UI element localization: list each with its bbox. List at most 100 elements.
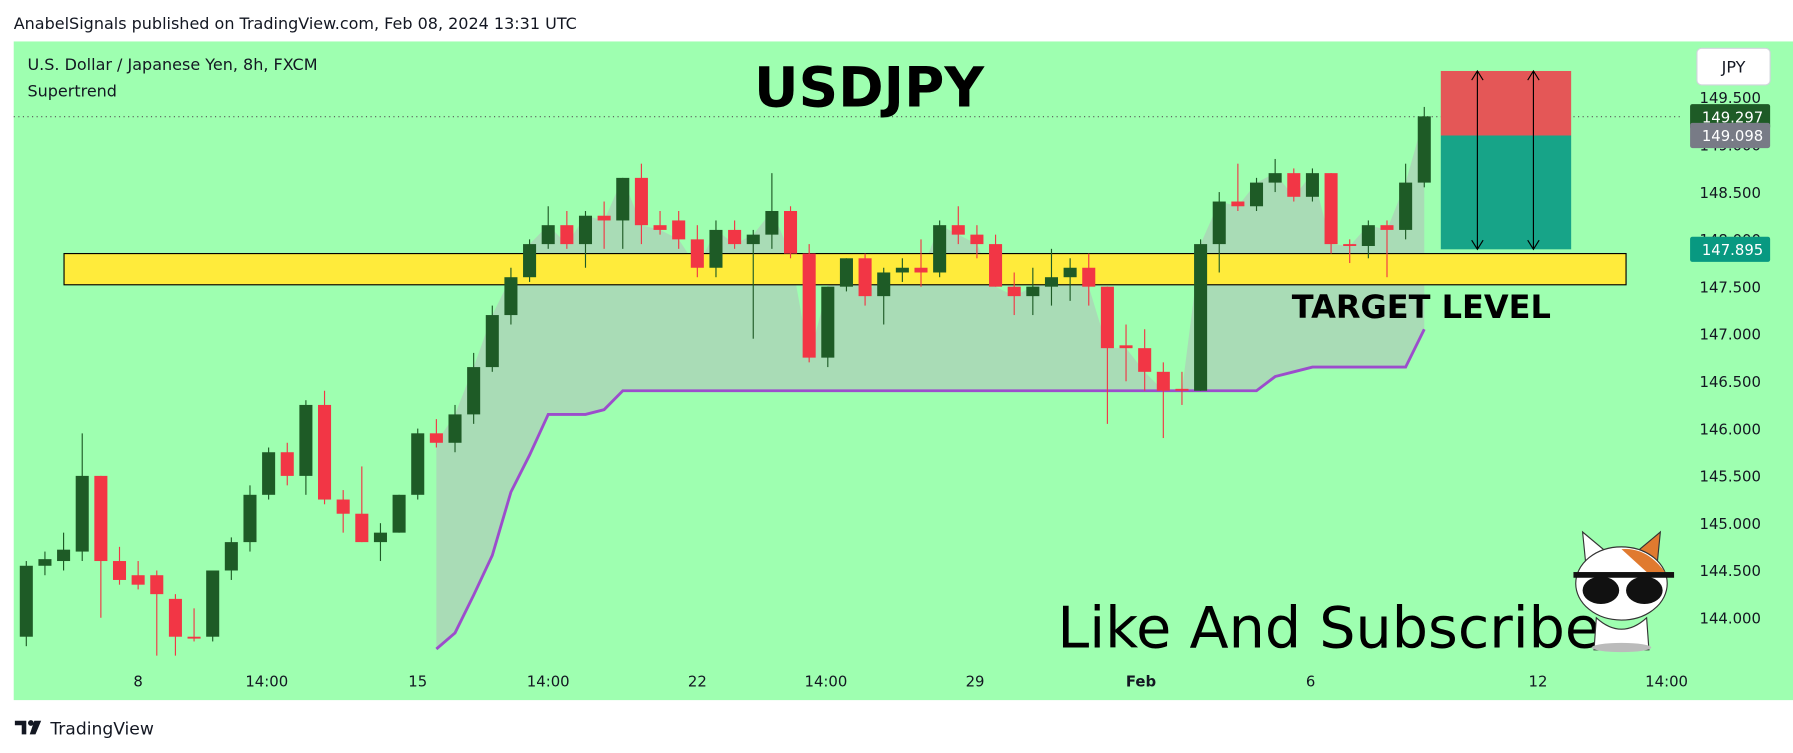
x-tick-label: 14:00: [527, 672, 570, 690]
candle-body: [746, 234, 760, 245]
candle-body: [1007, 286, 1021, 297]
y-tick-label: 144.500: [1700, 562, 1761, 580]
candle-body: [858, 258, 872, 297]
candle-body: [597, 215, 611, 221]
x-tick-label: 6: [1306, 672, 1315, 690]
candle-body: [485, 315, 499, 368]
candle-body: [970, 234, 984, 245]
candle-body: [57, 549, 71, 562]
candle-body: [1417, 116, 1431, 183]
candle-body: [1380, 225, 1394, 230]
candle-body: [355, 513, 369, 543]
y-tick-label: 146.500: [1700, 373, 1761, 391]
candle-body: [821, 286, 835, 358]
price-label-box: [1690, 236, 1771, 262]
candle-body: [373, 532, 387, 543]
candle-body: [560, 225, 574, 245]
candle-body: [1343, 244, 1357, 246]
candle-body: [1119, 345, 1133, 349]
tradingview-logo: [14, 720, 42, 735]
x-tick-label: 29: [966, 672, 985, 690]
supertrend-line: [435, 328, 1426, 651]
y-tick-label: 144.000: [1700, 610, 1761, 628]
plot: 144.000 144.500 145.000 145.500 146.000 146.5…: [13, 69, 1771, 690]
currency-button[interactable]: [1696, 47, 1771, 86]
stop-area: [1440, 70, 1572, 136]
candle-body: [765, 210, 779, 235]
candle-body: [224, 542, 238, 571]
candle-body: [38, 559, 52, 566]
target-area: [1440, 135, 1572, 250]
candle-body: [467, 367, 481, 415]
y-tick-label: 146.000: [1700, 420, 1761, 438]
x-tick-label: 15: [408, 672, 427, 690]
footer-brand: TradingView: [49, 719, 154, 739]
x-tick-label: 14:00: [1645, 672, 1688, 690]
candle-body: [1044, 277, 1059, 287]
candle-body: [206, 570, 220, 637]
arrow-head: [1527, 239, 1540, 251]
candle-body: [504, 277, 518, 316]
y-tick-label: 145.000: [1700, 515, 1761, 533]
arrow-head: [1527, 69, 1540, 81]
candle-body: [728, 229, 742, 245]
candle-body: [1399, 182, 1413, 230]
candle-body: [653, 225, 667, 230]
arrow-head: [1471, 69, 1484, 81]
candle-body: [1361, 225, 1375, 246]
candle-body: [616, 177, 630, 221]
candle-body: [1138, 348, 1152, 372]
candle-body: [299, 404, 313, 476]
chart-title: USDJPY: [754, 56, 985, 120]
candle-body: [1082, 267, 1096, 287]
candle-body: [280, 452, 294, 476]
candle-body: [839, 258, 853, 287]
candle-body: [634, 177, 648, 226]
candle-body: [392, 494, 406, 533]
candle-body: [243, 494, 257, 543]
price-label: 149.297: [1702, 108, 1763, 126]
candle-body: [1268, 173, 1282, 183]
candle-body: [784, 210, 798, 254]
candle-body: [1212, 201, 1226, 245]
cat-mascot: [1573, 530, 1675, 653]
candle-body: [187, 636, 201, 639]
candle-body: [1231, 201, 1245, 207]
candle-body: [914, 267, 928, 273]
candle-body: [1100, 286, 1114, 349]
candle-body: [933, 225, 947, 273]
candle-body: [112, 561, 127, 580]
x-tick-label: 14:00: [245, 672, 288, 690]
subscribe-annotation: Like And Subscribe: [1057, 596, 1600, 662]
x-tick-label: 12: [1529, 672, 1548, 690]
publish-header: AnabelSignals published on TradingView.c…: [14, 14, 577, 33]
candle-body: [802, 253, 816, 358]
candle-body: [131, 575, 145, 585]
candle-body: [1324, 173, 1338, 245]
x-tick-label: Feb: [1126, 672, 1156, 690]
symbol-legend: U.S. Dollar / Japanese Yen, 8h, FXCM: [27, 55, 317, 74]
candle-body: [448, 414, 462, 443]
candle-body: [709, 229, 723, 268]
candle-body: [523, 244, 537, 278]
indicator-legend: Supertrend: [27, 81, 117, 100]
price-label-box: [1690, 122, 1771, 149]
candle-body: [1026, 286, 1040, 297]
y-tick-label: 147.000: [1700, 326, 1761, 344]
candle-body: [262, 452, 276, 495]
y-tick-label: 149.500: [1700, 89, 1761, 107]
x-tick-label: 22: [688, 672, 707, 690]
arrow-head: [1471, 239, 1484, 251]
candle-body: [1305, 173, 1319, 197]
candle-body: [75, 475, 89, 552]
price-label: 149.098: [1702, 127, 1763, 145]
candle-body: [94, 475, 108, 562]
supertrend-fill: [436, 116, 1425, 650]
candle-body: [541, 225, 555, 245]
x-tick-label: 14:00: [805, 672, 848, 690]
candle-body: [989, 244, 1003, 287]
candle-body: [1175, 388, 1189, 391]
candle-body: [1249, 182, 1264, 207]
candle-body: [1156, 371, 1170, 391]
